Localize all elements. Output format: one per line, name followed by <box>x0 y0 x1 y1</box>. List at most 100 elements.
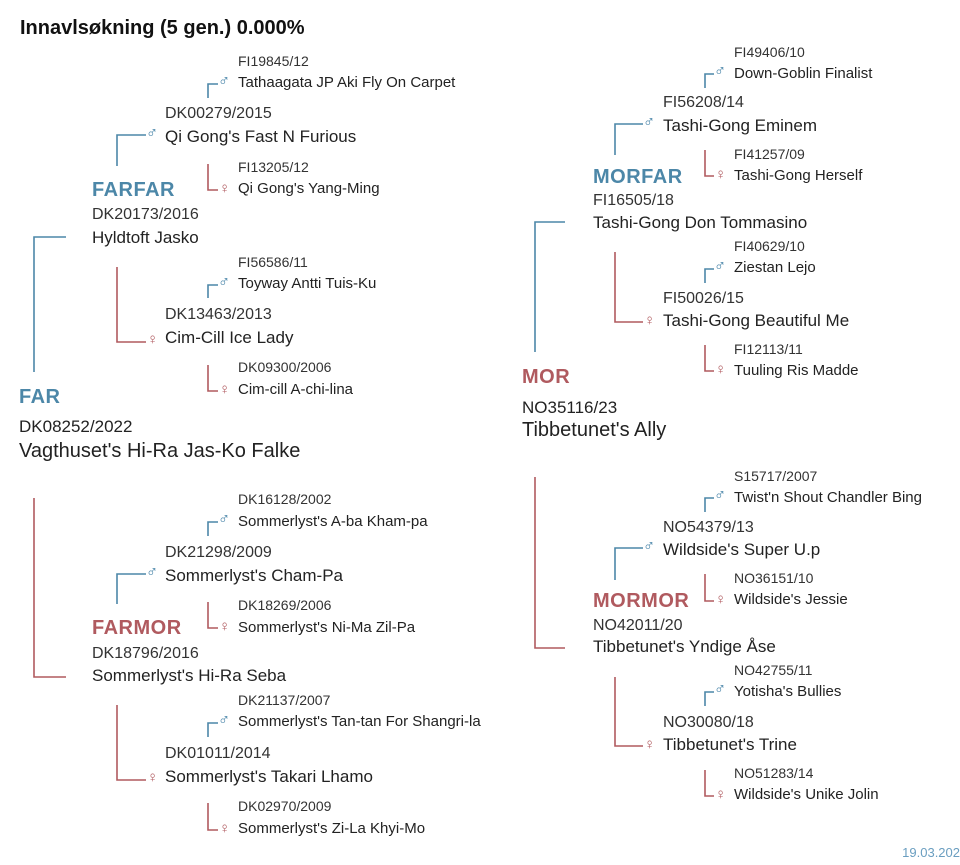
connector-farmor-dam <box>116 705 146 781</box>
connector-farmor-sire <box>116 573 146 604</box>
g4-13-reg: S15717/2007 <box>734 468 818 484</box>
g4-16-name: Wildside's Unike Jolin <box>734 786 879 803</box>
g4-15-reg: NO42755/11 <box>734 662 813 678</box>
mor-reg: NO35116/23 <box>522 398 618 417</box>
male-icon: ♂ <box>714 681 726 698</box>
g4-2-reg: FI13205/12 <box>238 159 309 175</box>
g4-12-reg: FI12113/11 <box>734 341 803 357</box>
farfar-name: Hyldtoft Jasko <box>92 228 199 247</box>
connector-g4-7 <box>207 722 218 737</box>
female-icon: ♀ <box>219 618 231 635</box>
g4-9-name: Down-Goblin Finalist <box>734 65 873 82</box>
male-icon: ♂ <box>218 73 230 90</box>
connector-g4-3 <box>207 284 218 298</box>
g4-10-reg: FI41257/09 <box>734 146 805 162</box>
female-icon: ♀ <box>715 786 727 803</box>
g3-morfar-dam-reg: FI50026/15 <box>663 290 744 307</box>
g3-farmor-dam-reg: DK01011/2014 <box>165 745 271 762</box>
female-icon: ♀ <box>715 361 727 378</box>
page-title: Innavlsøkning (5 gen.) 0.000% <box>20 17 305 39</box>
g4-13-name: Twist'n Shout Chandler Bing <box>734 489 922 506</box>
connector-g4-14 <box>704 574 714 602</box>
g3-farmor-sire-reg: DK21298/2009 <box>165 544 272 561</box>
g3-farmor-dam-name: Sommerlyst's Takari Lhamo <box>165 767 373 786</box>
g4-15-name: Yotisha's Bullies <box>734 683 842 700</box>
g4-1-name: Tathaagata JP Aki Fly On Carpet <box>238 74 456 91</box>
female-icon: ♀ <box>219 381 231 398</box>
male-icon: ♂ <box>146 564 158 581</box>
farfar-reg: DK20173/2016 <box>92 206 199 223</box>
female-icon: ♀ <box>715 591 727 608</box>
connector-mormor-dam <box>614 677 643 747</box>
female-icon: ♀ <box>219 180 231 197</box>
g3-morfar-sire-reg: FI56208/14 <box>663 94 744 111</box>
g4-4-name: Cim-cill A-chi-lina <box>238 381 354 398</box>
male-icon: ♂ <box>714 487 726 504</box>
g4-6-name: Sommerlyst's Ni-Ma Zil-Pa <box>238 619 416 636</box>
connector-g4-9 <box>704 73 714 88</box>
farmor-label: FARMOR <box>92 617 182 639</box>
g4-14-name: Wildside's Jessie <box>734 591 848 608</box>
connector-g4-4 <box>207 365 218 392</box>
male-icon: ♂ <box>218 274 230 291</box>
connector-g4-1 <box>207 83 218 98</box>
g3-farmor-sire-name: Sommerlyst's Cham-Pa <box>165 566 344 585</box>
mor-name: Tibbetunet's Ally <box>522 419 667 441</box>
connector-g4-13 <box>704 497 714 512</box>
male-icon: ♂ <box>643 538 655 555</box>
g3-farfar-sire-name: Qi Gong's Fast N Furious <box>165 127 357 146</box>
g4-5-reg: DK16128/2002 <box>238 491 332 507</box>
g4-12-name: Tuuling Ris Madde <box>734 362 859 379</box>
connector-g4-2 <box>207 164 218 191</box>
connector-g4-12 <box>704 345 714 372</box>
connector-g4-6 <box>207 602 218 629</box>
connector-far-farfar <box>33 236 66 372</box>
g4-1-reg: FI19845/12 <box>238 53 309 69</box>
farmor-name: Sommerlyst's Hi-Ra Seba <box>92 666 287 685</box>
connector-g4-8 <box>207 803 218 831</box>
connector-mor-mormor <box>534 477 565 649</box>
male-icon: ♂ <box>714 63 726 80</box>
connector-g4-10 <box>704 150 714 177</box>
female-icon: ♀ <box>147 331 159 348</box>
g4-4-reg: DK09300/2006 <box>238 359 332 375</box>
g4-7-reg: DK21137/2007 <box>238 692 331 708</box>
female-icon: ♀ <box>715 166 727 183</box>
g4-11-reg: FI40629/10 <box>734 238 805 254</box>
g4-5-name: Sommerlyst's A-ba Kham-pa <box>238 513 428 530</box>
mormor-reg: NO42011/20 <box>593 617 683 634</box>
morfar-name: Tashi-Gong Don Tommasino <box>593 213 808 232</box>
g4-8-reg: DK02970/2009 <box>238 798 332 814</box>
connector-mor-morfar <box>534 221 565 352</box>
g3-farfar-sire-reg: DK00279/2015 <box>165 105 272 122</box>
g4-2-name: Qi Gong's Yang-Ming <box>238 180 380 197</box>
g3-mormor-dam-name: Tibbetunet's Trine <box>663 735 797 754</box>
connector-g4-5 <box>207 521 218 536</box>
morfar-label: MORFAR <box>593 166 683 188</box>
g4-7-name: Sommerlyst's Tan-tan For Shangri-la <box>238 713 481 730</box>
farmor-reg: DK18796/2016 <box>92 645 199 662</box>
mormor-name: Tibbetunet's Yndige Åse <box>593 637 776 656</box>
mormor-label: MORMOR <box>593 590 690 612</box>
connector-g4-15 <box>704 691 714 706</box>
g4-16-reg: NO51283/14 <box>734 765 814 781</box>
connector-farfar-dam <box>116 267 146 343</box>
g4-3-reg: FI56586/11 <box>238 254 308 270</box>
g3-farfar-dam-reg: DK13463/2013 <box>165 306 272 323</box>
g3-mormor-dam-reg: NO30080/18 <box>663 714 754 731</box>
female-icon: ♀ <box>219 820 231 837</box>
mor-label: MOR <box>522 366 571 388</box>
male-icon: ♂ <box>146 125 158 142</box>
connector-morfar-sire <box>614 123 643 155</box>
connector-g4-11 <box>704 268 714 283</box>
morfar-reg: FI16505/18 <box>593 192 674 209</box>
male-icon: ♂ <box>714 258 726 275</box>
g4-14-reg: NO36151/10 <box>734 570 814 586</box>
g4-8-name: Sommerlyst's Zi-La Khyi-Mo <box>238 820 426 837</box>
g4-9-reg: FI49406/10 <box>734 44 805 60</box>
g3-mormor-sire-name: Wildside's Super U.p <box>663 540 821 559</box>
female-icon: ♀ <box>644 736 656 753</box>
male-icon: ♂ <box>218 511 230 528</box>
far-name: Vagthuset's Hi-Ra Jas-Ko Falke <box>19 440 301 462</box>
